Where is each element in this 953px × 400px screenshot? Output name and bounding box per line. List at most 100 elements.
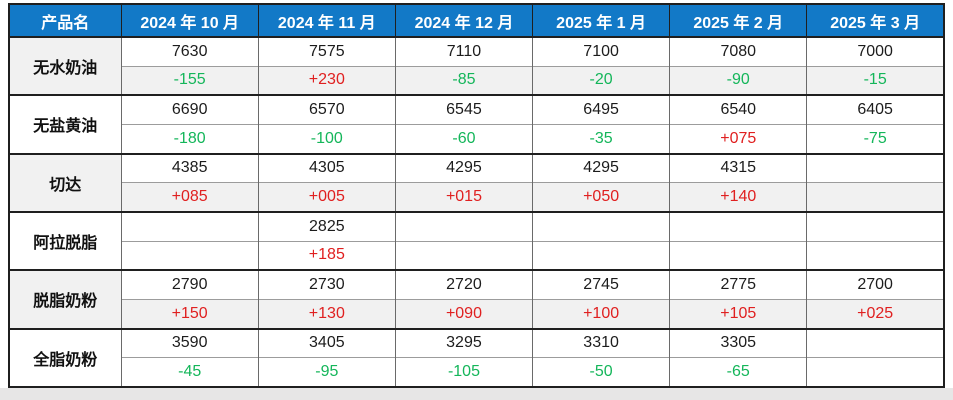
change-row: -180 -100 -60 -35 +075 -75 — [9, 123, 944, 154]
product-block: 无盐黄油 6690 6570 6545 6495 6540 6405 -180 -100 -60-… — [8, 94, 944, 154]
price-value-cell: 6545 — [394, 94, 533, 125]
product-name-cell: 脱脂奶粉 — [8, 269, 122, 329]
price-value-cell: 7575 — [257, 35, 396, 67]
price-change-cell: +150 — [120, 298, 259, 329]
price-value-cell: 3305 — [669, 327, 807, 358]
product-block: 全脂奶粉 3590 3405 3295 3310 3305 -45 -95 -105 -50 -65 — [8, 327, 944, 387]
price-change-cell: -180 — [120, 123, 259, 154]
price-change-cell: +085 — [120, 182, 259, 212]
product-name-cell: 无盐黄油 — [8, 94, 122, 154]
price-value-cell: 6495 — [532, 94, 670, 125]
column-header-product: 产品名 — [8, 4, 122, 38]
price-value-cell — [120, 210, 259, 242]
product-name-cell: 全脂奶粉 — [8, 327, 122, 387]
price-row: 全脂奶粉 3590 3405 3295 3310 3305 — [8, 327, 944, 387]
column-header-month: 2024 年 12 月 — [394, 4, 533, 38]
column-header-month: 2025 年 2 月 — [669, 4, 807, 38]
price-row: 阿拉脱脂 2825 — [8, 210, 944, 271]
price-row: 无水奶油 7630 7575 7110 7100 7080 7000 — [8, 35, 944, 96]
price-value-cell: 2775 — [669, 269, 807, 300]
price-change-cell: +230 — [257, 65, 396, 96]
price-change-cell — [394, 240, 533, 271]
price-row: 脱脂奶粉 2790 2730 2720 2745 2775 2700 — [8, 269, 944, 329]
product-name-cell: 无水奶油 — [8, 35, 122, 96]
price-value-cell: 4295 — [394, 152, 533, 183]
column-header-month: 2024 年 10 月 — [120, 4, 259, 38]
page-background-strip — [0, 388, 953, 400]
price-change-cell: -20 — [532, 65, 670, 96]
table-header: 产品名 2024 年 10 月 2024 年 11 月 2024 年 12 月 … — [8, 4, 944, 38]
price-change-cell: -105 — [394, 357, 533, 387]
change-row: +150 +130 +090 +100 +105 +025 — [9, 298, 944, 329]
product-block: 阿拉脱脂 2825 +185 — [8, 210, 944, 271]
price-value-cell — [394, 210, 533, 242]
price-change-cell: -85 — [394, 65, 533, 96]
price-value-cell: 2825 — [257, 210, 396, 242]
price-change-cell: -45 — [120, 357, 259, 387]
price-change-cell: +105 — [669, 298, 807, 329]
price-value-cell — [806, 327, 944, 358]
price-value-cell: 4315 — [669, 152, 807, 183]
product-block: 切达 4385 4305 4295 4295 4315 +085 +005 +015 +050 +1… — [8, 152, 944, 212]
price-change-cell: +140 — [669, 182, 807, 212]
price-change-cell: -60 — [394, 123, 533, 154]
price-change-cell — [806, 240, 944, 271]
price-value-cell: 2730 — [257, 269, 396, 300]
price-change-cell: -155 — [120, 65, 259, 96]
price-change-cell — [806, 182, 944, 212]
price-table: 产品名 2024 年 10 月 2024 年 11 月 2024 年 12 月 … — [8, 3, 945, 388]
column-header-month: 2025 年 1 月 — [532, 4, 670, 38]
price-change-cell: +050 — [532, 182, 670, 212]
price-value-cell: 3590 — [120, 327, 259, 358]
price-change-cell: +100 — [532, 298, 670, 329]
column-header-month: 2024 年 11 月 — [257, 4, 396, 38]
price-value-cell: 6540 — [669, 94, 807, 125]
change-row: -45 -95 -105 -50 -65 — [9, 357, 944, 387]
change-row: +085 +005 +015 +050 +140 — [9, 182, 944, 212]
price-value-cell: 7110 — [394, 35, 533, 67]
price-value-cell: 6570 — [257, 94, 396, 125]
price-change-cell: +025 — [806, 298, 944, 329]
price-change-cell: +075 — [669, 123, 807, 154]
price-row: 切达 4385 4305 4295 4295 4315 — [8, 152, 944, 212]
price-change-cell: -95 — [257, 357, 396, 387]
product-block: 无水奶油 7630 7575 7110 7100 7080 7000 -155 +230 -85-… — [8, 35, 944, 96]
price-change-cell — [120, 240, 259, 271]
price-value-cell: 3295 — [394, 327, 533, 358]
price-value-cell: 4385 — [120, 152, 259, 183]
price-change-cell: -35 — [532, 123, 670, 154]
price-value-cell: 4295 — [532, 152, 670, 183]
change-row: +185 — [9, 240, 944, 271]
price-value-cell: 6405 — [806, 94, 944, 125]
price-value-cell: 4305 — [257, 152, 396, 183]
price-value-cell: 7100 — [532, 35, 670, 67]
price-change-cell: -100 — [257, 123, 396, 154]
price-change-cell — [669, 240, 807, 271]
price-value-cell: 3310 — [532, 327, 670, 358]
price-change-cell: +015 — [394, 182, 533, 212]
price-value-cell: 7080 — [669, 35, 807, 67]
price-change-cell: -75 — [806, 123, 944, 154]
price-row: 无盐黄油 6690 6570 6545 6495 6540 6405 — [8, 94, 944, 154]
column-header-month: 2025 年 3 月 — [806, 4, 944, 38]
price-value-cell: 7630 — [120, 35, 259, 67]
price-value-cell — [806, 210, 944, 242]
price-change-cell: -65 — [669, 357, 807, 387]
price-change-cell: +185 — [257, 240, 396, 271]
price-value-cell: 6690 — [120, 94, 259, 125]
price-value-cell: 2790 — [120, 269, 259, 300]
product-block: 脱脂奶粉 2790 2730 2720 2745 2775 2700 +150 +130 +090… — [8, 269, 944, 329]
product-name-cell: 切达 — [8, 152, 122, 212]
price-value-cell — [669, 210, 807, 242]
price-value-cell: 2745 — [532, 269, 670, 300]
price-change-cell: +090 — [394, 298, 533, 329]
price-value-cell: 2700 — [806, 269, 944, 300]
price-value-cell: 2720 — [394, 269, 533, 300]
price-change-cell — [532, 240, 670, 271]
price-value-cell: 3405 — [257, 327, 396, 358]
price-change-cell: -50 — [532, 357, 670, 387]
change-row: -155 +230 -85 -20 -90 -15 — [9, 65, 944, 96]
header-row: 产品名 2024 年 10 月 2024 年 11 月 2024 年 12 月 … — [8, 4, 944, 38]
price-change-cell — [806, 357, 944, 387]
